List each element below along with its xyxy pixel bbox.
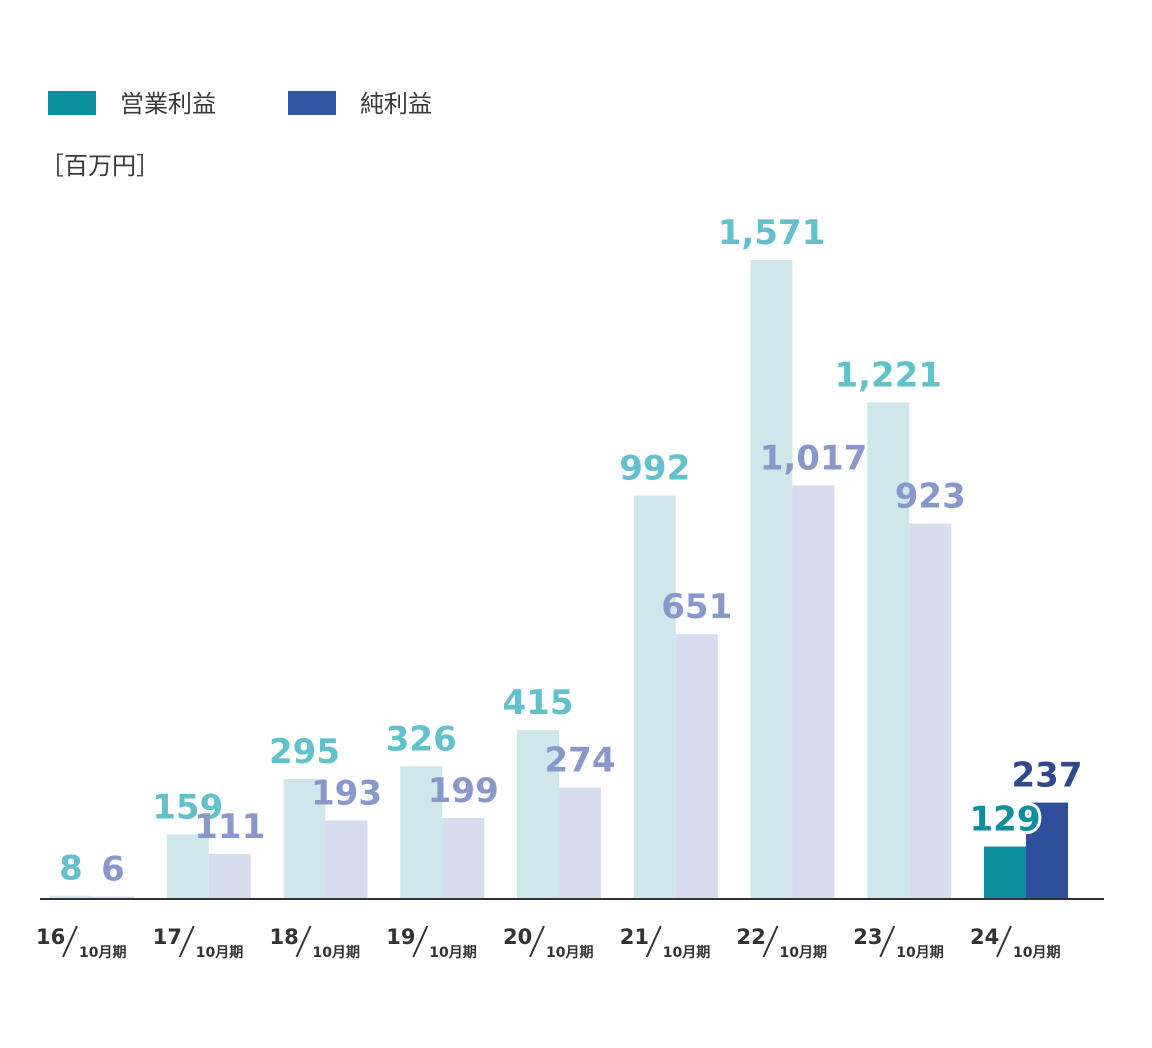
legend-swatch-operating-profit (48, 91, 96, 115)
x-tick-period-22: 10月期 (780, 945, 827, 961)
x-tick-24: 24 10月期 (970, 925, 1060, 961)
value-label-net-profit-16: 6 (101, 850, 125, 890)
value-label-net-profit-22: 1,017 (760, 438, 868, 478)
value-label-operating-profit-24: 129 (970, 800, 1041, 840)
value-label-operating-profit-22: 1,571 (718, 213, 826, 253)
bar-operating-profit-22 (750, 260, 793, 899)
x-tick-period-24: 10月期 (1013, 945, 1060, 961)
x-tick-slash (996, 925, 1012, 958)
x-tick-slash (879, 925, 896, 958)
x-tick-23: 23 10月期 (853, 925, 943, 961)
x-tick-slash (762, 925, 779, 958)
value-label-operating-profit-19: 326 (386, 719, 457, 759)
bar-operating-profit-23 (867, 402, 910, 899)
x-axis-tick-labels: 16 10月期 17 10月期 18 10月期 19 10月期 20 10月期 21 10月期 22 10… (36, 925, 1060, 961)
x-tick-slash (645, 925, 662, 958)
value-label-operating-profit-17: 159 (152, 787, 223, 827)
x-tick-period-20: 10月期 (546, 945, 593, 961)
bar-net-profit-20 (559, 787, 601, 899)
bar-net-profit-21 (675, 634, 718, 899)
value-label-operating-profit-23: 1,221 (834, 355, 942, 395)
x-tick-year-19: 19 (386, 925, 415, 949)
bar-net-profit-22 (792, 485, 835, 899)
x-tick-year-20: 20 (503, 925, 532, 949)
value-label-net-profit-17: 111 (194, 807, 265, 847)
value-label-operating-profit-21: 992 (619, 449, 690, 489)
bar-operating-profit-20 (517, 730, 559, 899)
x-tick-slash (412, 925, 429, 958)
bar-net-profit-16 (92, 896, 134, 899)
legend-swatch-net-profit (288, 91, 336, 115)
legend-label-net-profit: 純利益 (360, 90, 432, 118)
x-tick-22: 22 10月期 (737, 925, 827, 961)
value-label-operating-profit-20: 415 (503, 683, 574, 723)
value-label-net-profit-21: 651 (661, 587, 732, 627)
value-label-operating-profit-16: 8 (59, 849, 83, 889)
x-tick-20: 20 10月期 (503, 925, 593, 961)
x-tick-17: 17 10月期 (153, 925, 243, 961)
bar-operating-profit-16 (50, 895, 92, 899)
x-tick-year-23: 23 (853, 925, 882, 949)
legend-label-operating-profit: 営業利益 (120, 90, 216, 118)
x-tick-year-22: 22 (737, 925, 766, 949)
x-tick-slash (295, 925, 312, 958)
x-tick-slash (62, 925, 78, 958)
chart-legend: 営業利益 純利益 (48, 90, 432, 118)
value-label-operating-profit-18: 295 (269, 732, 340, 772)
bars-group (50, 260, 1068, 899)
bar-net-profit-17 (208, 853, 251, 899)
x-tick-year-16: 16 (36, 925, 65, 949)
bar-net-profit-23 (909, 523, 952, 899)
x-tick-period-19: 10月期 (429, 945, 476, 961)
value-label-net-profit-24: 237 (1012, 756, 1083, 796)
x-tick-period-23: 10月期 (896, 945, 943, 961)
x-tick-period-18: 10月期 (313, 945, 360, 961)
value-label-net-profit-19: 199 (428, 771, 499, 811)
x-tick-period-21: 10月期 (663, 945, 710, 961)
x-tick-year-17: 17 (153, 925, 182, 949)
x-tick-year-18: 18 (270, 925, 299, 949)
bar-operating-profit-24 (984, 846, 1026, 899)
value-label-net-profit-20: 274 (545, 741, 616, 781)
x-tick-18: 18 10月期 (270, 925, 360, 961)
x-tick-slash (529, 925, 545, 958)
x-tick-slash (178, 925, 195, 958)
bar-net-profit-24 (1026, 802, 1068, 899)
x-tick-year-24: 24 (970, 925, 999, 949)
x-tick-period-16: 10月期 (79, 945, 126, 961)
bar-operating-profit-21 (633, 495, 676, 899)
bar-operating-profit-17 (166, 834, 209, 899)
bar-operating-profit-19 (400, 766, 443, 899)
bar-net-profit-19 (442, 818, 485, 899)
x-tick-21: 21 10月期 (620, 925, 710, 961)
x-tick-period-17: 10月期 (196, 945, 243, 961)
x-tick-16: 16 10月期 (36, 925, 126, 961)
bar-operating-profit-18 (283, 779, 326, 899)
value-label-net-profit-23: 923 (895, 477, 966, 517)
bar-net-profit-18 (325, 820, 368, 899)
x-tick-19: 19 10月期 (386, 925, 476, 961)
unit-label: ［百万円］ (40, 152, 160, 180)
value-label-net-profit-18: 193 (311, 773, 382, 813)
x-tick-year-21: 21 (620, 925, 649, 949)
